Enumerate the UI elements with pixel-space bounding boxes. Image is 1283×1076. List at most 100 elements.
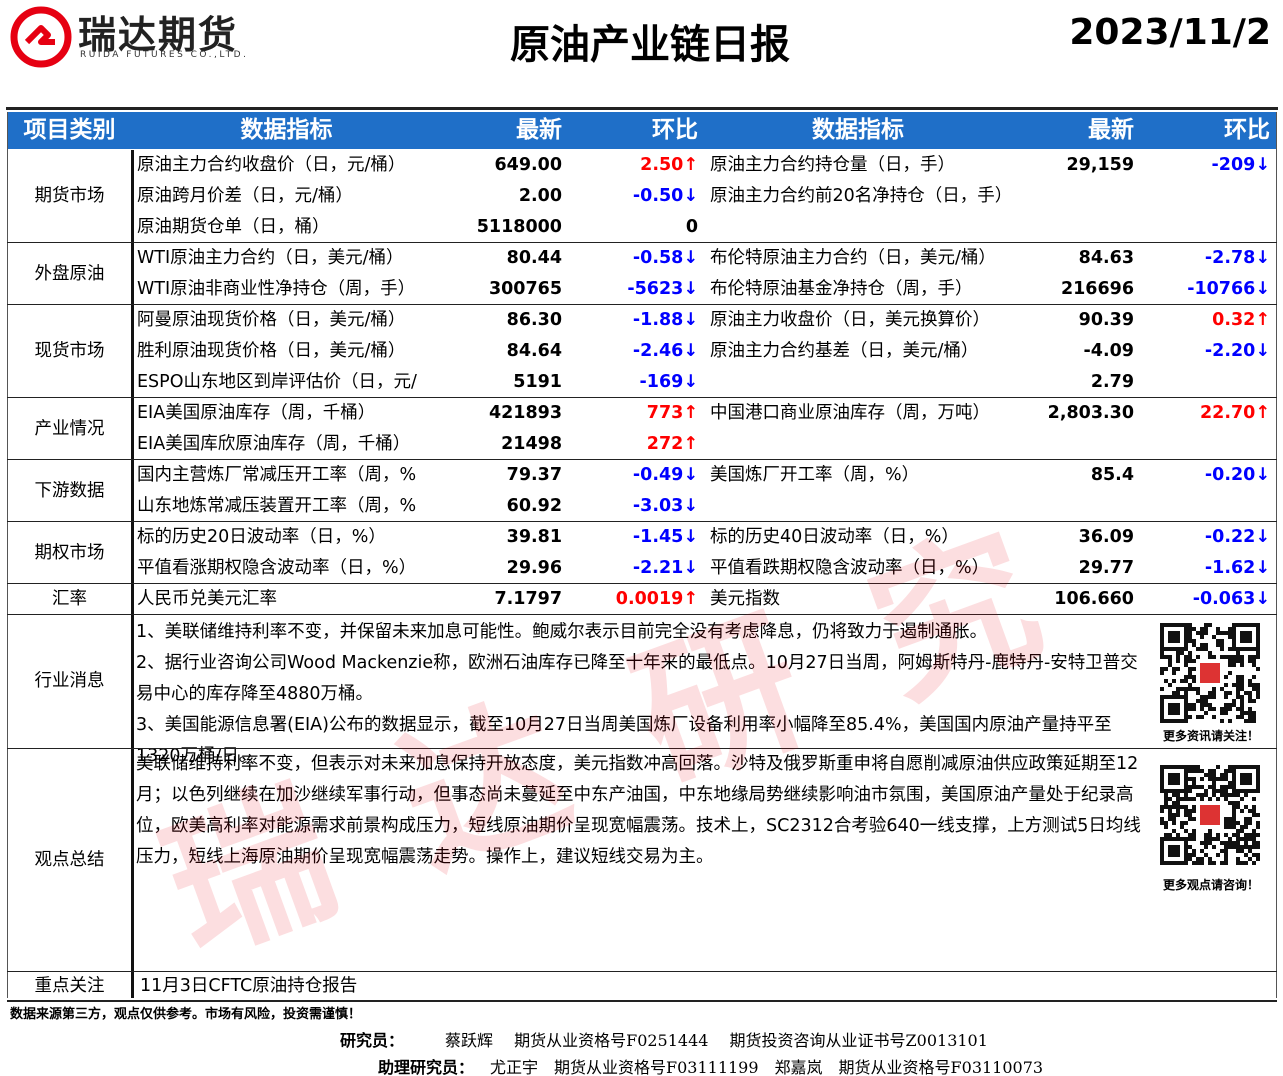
change: 272↑ (646, 434, 698, 454)
change: -2.20↓ (1204, 341, 1270, 361)
change: -2.78↓ (1204, 248, 1270, 268)
table-bottom (7, 1000, 1277, 1002)
indicator: 平值看涨期权隐含波动率（日，%） (137, 558, 417, 578)
latest-value: 2,803.30 (1047, 403, 1134, 423)
column-header: 数据指标 (240, 117, 333, 143)
category: 汇率 (52, 589, 87, 609)
group-rule (7, 397, 1277, 398)
section-label: 行业消息 (34, 671, 105, 691)
indicator: 平值看跌期权隐含波动率（日，%） (710, 558, 990, 578)
indicator: EIA美国原油库存（周，千桶） (137, 403, 376, 423)
group-rule (7, 521, 1277, 522)
latest-value: 90.39 (1078, 310, 1134, 330)
report-date: 2023/11/2 (1069, 12, 1271, 53)
group-rule (7, 304, 1277, 305)
category: 现货市场 (34, 341, 105, 361)
logo-en: RUIDA FUTURES CO.,LTD. (80, 50, 249, 60)
news-item: 2、据行业咨询公司Wood Mackenzie称，欧洲石油库存已降至十年来的最低… (136, 653, 1138, 704)
latest-value: 84.64 (506, 341, 562, 361)
change: -209↓ (1211, 155, 1270, 175)
indicator: 阿曼原油现货价格（日，美元/桶） (137, 310, 406, 330)
latest-value: 60.92 (506, 496, 562, 516)
assistants: 尤正宇 期货从业资格号F03111199 郑嘉岚 期货从业资格号F0311007… (490, 1058, 1044, 1076)
change: 0 (685, 217, 698, 237)
change: -5623↓ (627, 279, 698, 299)
indicator: EIA美国库欣原油库存（周，千桶） (137, 434, 411, 454)
latest-value: 80.44 (506, 248, 562, 268)
section-label: 重点关注 (34, 976, 105, 996)
indicator: 标的历史20日波动率（日，%） (137, 527, 386, 547)
indicator: 原油主力合约持仓量（日，手） (710, 155, 955, 175)
column-header: 最新 (1088, 117, 1134, 143)
category: 产业情况 (34, 419, 105, 439)
indicator: 布伦特原油基金净持仓（周，手） (710, 279, 973, 299)
group-rule (7, 242, 1277, 243)
latest-value: 7.1797 (494, 589, 562, 609)
latest-value: 5118000 (476, 217, 562, 237)
latest-value: 106.660 (1054, 589, 1134, 609)
change: -0.063↓ (1192, 589, 1270, 609)
latest-value: 39.81 (506, 527, 562, 547)
latest-value: 421893 (488, 403, 562, 423)
category: 外盘原油 (34, 264, 105, 284)
indicator: 美国炼厂开工率（周，%） (710, 465, 920, 485)
section-label: 观点总结 (34, 850, 105, 870)
indicator: 中国港口商业原油库存（周，万吨） (710, 403, 990, 423)
indicator: 山东地炼常减压装置开工率（周，% (137, 496, 417, 516)
category: 期货市场 (34, 186, 105, 206)
change: -2.21↓ (632, 558, 698, 578)
qr-caption: 更多观点请咨询！ (1162, 878, 1259, 892)
disclaimer: 数据来源第三方，观点仅供参考。市场有风险，投资需谨慎！ (10, 1007, 362, 1022)
qr-code (1160, 765, 1260, 865)
change: 2.50↑ (640, 155, 698, 175)
category: 期权市场 (34, 543, 105, 563)
header-rule (6, 107, 1278, 110)
indicator: WTI原油主力合约（日，美元/桶） (137, 248, 404, 268)
indicator: 原油期货仓单（日，桶） (137, 217, 330, 237)
latest-value: 2.00 (518, 186, 562, 206)
indicator: ESPO山东地区到岸评估价（日，元/ (137, 372, 417, 392)
latest-value: 29,159 (1066, 155, 1134, 175)
change: -3.03↓ (632, 496, 698, 516)
column-header: 环比 (1224, 117, 1270, 143)
column-header: 最新 (516, 117, 562, 143)
change: 0.32↑ (1212, 310, 1270, 330)
qr-caption: 更多资讯请关注！ (1162, 729, 1259, 743)
indicator: 原油主力合约前20名净持仓（日，手） (710, 186, 1010, 206)
group-rule (7, 614, 1277, 615)
change: -1.62↓ (1204, 558, 1270, 578)
researcher-label: 研究员： (340, 1031, 405, 1050)
latest-value: 36.09 (1078, 527, 1134, 547)
column-header: 数据指标 (812, 117, 904, 143)
table-right-border (1276, 112, 1277, 998)
latest-value: 29.96 (506, 558, 562, 578)
change: -10766↓ (1187, 279, 1270, 299)
news-item: 1、美联储维持利率不变，并保留未来加息可能性。鲍威尔表示目前完全没有考虑降息，仍… (136, 622, 988, 642)
group-rule (7, 748, 1277, 749)
latest-value: 86.30 (506, 310, 562, 330)
latest-value: 21498 (501, 434, 562, 454)
indicator: 人民币兑美元汇率 (137, 589, 277, 609)
header-band (7, 112, 1277, 149)
indicator: 胜利原油现货价格（日，美元/桶） (137, 341, 406, 361)
change: -0.22↓ (1204, 527, 1270, 547)
change: 773↑ (646, 403, 698, 423)
indicator: 原油跨月价差（日，元/桶） (137, 186, 353, 206)
report-title: 原油产业链日报 (510, 22, 790, 68)
indicator: 布伦特原油主力合约（日，美元/桶） (710, 248, 996, 268)
logo-name: 瑞达期货 (78, 13, 239, 57)
latest-value: 29.77 (1078, 558, 1134, 578)
change: -0.49↓ (632, 465, 698, 485)
latest-value: 84.63 (1078, 248, 1134, 268)
news-item: 3、美国能源信息署(EIA)公布的数据显示，截至10月27日当周美国炼厂设备利用… (136, 715, 1112, 766)
indicator: 原油主力合约收盘价（日，元/桶） (137, 155, 406, 175)
group-rule (7, 583, 1277, 584)
indicator: WTI原油非商业性净持仓（周，手） (137, 279, 416, 299)
qr-code (1160, 623, 1260, 723)
group-rule (7, 971, 1277, 972)
group-rule (7, 459, 1277, 460)
assistant-label: 助理研究员： (378, 1058, 475, 1076)
indicator: 标的历史40日波动率（日，%） (710, 527, 959, 547)
